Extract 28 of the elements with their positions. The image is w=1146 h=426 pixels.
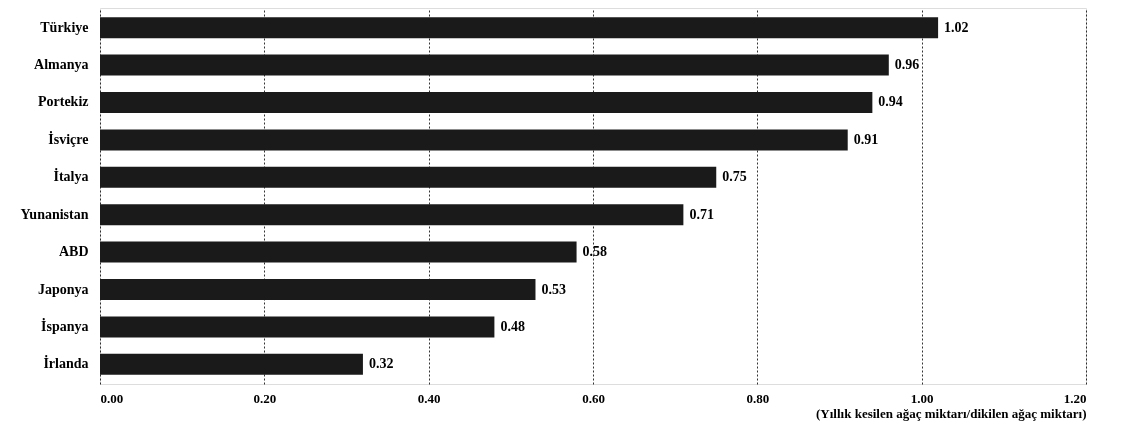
- y-tick-label: ABD: [58, 244, 89, 260]
- data-label: 1.02: [944, 19, 969, 35]
- x-tick-label: 0.20: [253, 390, 277, 406]
- data-label: 0.32: [368, 356, 394, 372]
- y-tick-label: Portekiz: [37, 94, 89, 110]
- data-label: 0.75: [722, 169, 747, 185]
- y-tick-label: İsviçre: [48, 130, 89, 147]
- y-tick-label: İspanya: [41, 317, 89, 334]
- y-tick-label: İrlanda: [43, 355, 89, 372]
- x-tick-label: 1.00: [910, 390, 934, 406]
- data-label: 0.71: [689, 206, 714, 222]
- data-label: 0.58: [582, 244, 608, 260]
- x-tick-label: 1.20: [1063, 390, 1087, 406]
- y-tick-label: Almanya: [34, 57, 89, 73]
- y-tick-label: Yunanistan: [20, 206, 89, 222]
- data-label: 0.53: [541, 281, 566, 297]
- x-tick-label: 0.80: [746, 390, 770, 406]
- x-axis-title: (Yıllık kesilen ağaç miktarı/dikilen ağaç miktarı): [816, 405, 1087, 421]
- data-label: 0.94: [878, 94, 903, 110]
- y-tick-label: İtalya: [53, 168, 89, 185]
- x-tick-label: 0.40: [417, 390, 441, 406]
- x-tick-label: 0.00: [100, 390, 124, 406]
- data-label: 0.91: [853, 131, 879, 147]
- data-label: 0.48: [500, 318, 525, 334]
- x-tick-label: 0.60: [582, 390, 605, 406]
- y-tick-label: Türkiye: [40, 19, 89, 35]
- y-tick-label: Japonya: [37, 281, 89, 297]
- data-label: 0.96: [894, 57, 920, 73]
